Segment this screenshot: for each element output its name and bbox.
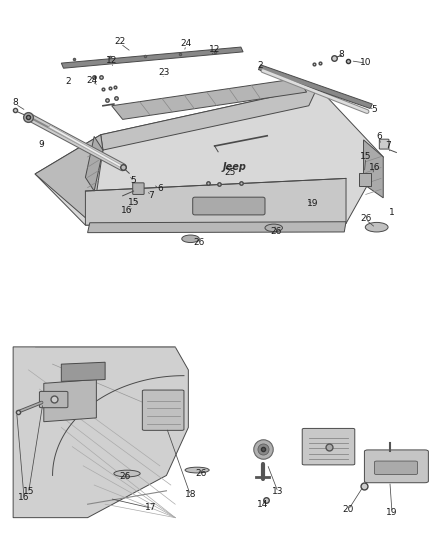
Text: 9: 9 [39, 141, 45, 149]
FancyBboxPatch shape [133, 183, 144, 195]
Polygon shape [112, 78, 307, 119]
Text: 26: 26 [360, 214, 371, 223]
Polygon shape [258, 65, 372, 109]
Ellipse shape [182, 235, 199, 243]
Polygon shape [61, 47, 243, 68]
Ellipse shape [185, 467, 209, 473]
Polygon shape [85, 136, 103, 191]
Text: 19: 19 [386, 508, 398, 517]
Text: 1: 1 [389, 208, 395, 217]
Text: 16: 16 [18, 493, 30, 502]
FancyBboxPatch shape [193, 197, 265, 215]
Text: 14: 14 [257, 500, 268, 509]
Text: 26: 26 [194, 238, 205, 247]
Text: 16: 16 [369, 163, 380, 172]
Text: 24: 24 [86, 76, 98, 85]
FancyBboxPatch shape [39, 391, 68, 408]
FancyBboxPatch shape [374, 461, 417, 474]
Text: 18: 18 [185, 490, 196, 499]
Ellipse shape [365, 222, 388, 232]
Text: 15: 15 [128, 198, 139, 207]
Polygon shape [13, 347, 188, 518]
Text: 17: 17 [145, 503, 157, 512]
FancyBboxPatch shape [359, 173, 371, 186]
Text: 7: 7 [385, 141, 391, 150]
Text: 5: 5 [131, 176, 137, 185]
Text: 15: 15 [23, 487, 34, 496]
Text: 8: 8 [339, 50, 345, 59]
Text: 19: 19 [307, 199, 319, 208]
Text: 26: 26 [270, 227, 282, 236]
Text: 2: 2 [258, 61, 263, 70]
Text: 12: 12 [209, 45, 220, 54]
Ellipse shape [265, 224, 283, 232]
Polygon shape [61, 362, 105, 382]
Text: 23: 23 [159, 68, 170, 77]
Polygon shape [101, 87, 318, 150]
Text: 12: 12 [106, 56, 117, 65]
Text: 6: 6 [376, 132, 382, 141]
Text: 26: 26 [119, 472, 131, 481]
FancyBboxPatch shape [302, 429, 355, 465]
FancyBboxPatch shape [142, 390, 184, 430]
Text: 5: 5 [371, 104, 378, 114]
Text: 2: 2 [65, 77, 71, 86]
Text: 13: 13 [272, 487, 284, 496]
Text: 15: 15 [360, 152, 371, 161]
Text: 10: 10 [360, 58, 371, 67]
Polygon shape [88, 222, 346, 232]
Text: 6: 6 [157, 184, 163, 193]
Polygon shape [35, 135, 103, 223]
FancyBboxPatch shape [364, 450, 428, 483]
Text: 16: 16 [121, 206, 133, 215]
Text: 8: 8 [12, 98, 18, 107]
Polygon shape [85, 179, 346, 225]
Text: Jeep: Jeep [223, 162, 246, 172]
Text: 25: 25 [224, 168, 236, 177]
Text: 7: 7 [148, 191, 154, 200]
Text: 20: 20 [343, 505, 354, 514]
Text: 22: 22 [115, 37, 126, 46]
Polygon shape [364, 140, 383, 198]
Ellipse shape [114, 470, 140, 477]
Text: 26: 26 [196, 469, 207, 478]
Polygon shape [44, 379, 96, 422]
FancyBboxPatch shape [379, 139, 389, 149]
Text: 24: 24 [180, 39, 192, 48]
Polygon shape [35, 87, 383, 225]
